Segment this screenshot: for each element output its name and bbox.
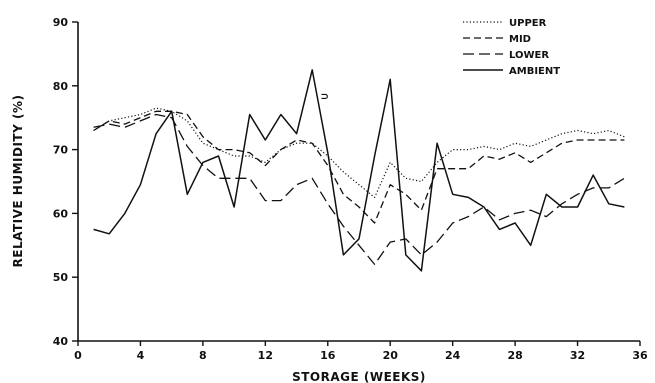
x-tick-label: 16 [320, 349, 336, 362]
y-axis-title: RELATIVE HUMIDITY (%) [11, 95, 25, 268]
ticks: 0 4 8 12 16 20 24 28 32 36 40 50 60 70 80 90 [53, 16, 648, 362]
legend-label-upper: UPPER [509, 18, 547, 29]
x-tick-label: 36 [632, 349, 648, 362]
x-tick-label: 0 [74, 349, 82, 362]
series-group [93, 69, 625, 272]
y-tick-label: 40 [53, 335, 69, 348]
x-axis-title: STORAGE (WEEKS) [292, 370, 426, 383]
x-tick-label: 12 [258, 349, 273, 362]
y-tick-label: 80 [53, 80, 69, 93]
legend-label-ambient: AMBIENT [509, 66, 560, 77]
series-line-lower [93, 113, 625, 266]
y-tick-label: 60 [53, 207, 69, 220]
legend: UPPER MID LOWER AMBIENT [463, 18, 560, 77]
series-line-ambient [93, 69, 625, 272]
series-line-mid [93, 110, 625, 224]
annotations: ⊃ [320, 91, 328, 102]
legend-label-mid: MID [509, 34, 531, 45]
series-line-upper [93, 107, 625, 198]
x-tick-label: 24 [445, 349, 461, 362]
x-tick-label: 28 [507, 349, 522, 362]
y-tick-label: 90 [53, 16, 69, 29]
annotation-mark: ⊃ [320, 91, 328, 102]
x-tick-label: 8 [199, 349, 207, 362]
legend-label-lower: LOWER [509, 50, 549, 61]
x-tick-label: 4 [137, 349, 145, 362]
axes [77, 22, 640, 342]
x-tick-label: 20 [383, 349, 399, 362]
y-tick-label: 50 [53, 271, 69, 284]
y-tick-label: 70 [53, 144, 69, 157]
x-tick-label: 32 [570, 349, 585, 362]
